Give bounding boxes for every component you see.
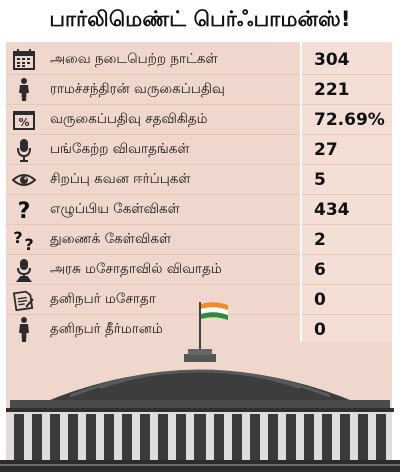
table-row: ? எழுப்பிய கேள்விகள் 434 [6, 195, 392, 225]
calendar-icon [6, 45, 42, 74]
row-value: 2 [314, 229, 326, 250]
table-row: அவை நடைபெற்ற நாட்கள் 304 [6, 45, 392, 75]
value-column [302, 42, 392, 342]
eye-icon [6, 165, 42, 194]
table-row: அரசு மசோதாவில் விவாதம் 6 [6, 255, 392, 285]
column-divider [300, 42, 302, 342]
row-label: எழுப்பிய கேள்விகள் [50, 200, 180, 217]
row-value: 221 [314, 79, 350, 100]
percent-calendar-icon: % [6, 105, 42, 134]
table-row: ராமச்சந்திரன் வருகைப்பதிவு 221 [6, 75, 392, 105]
row-label: தனிநபர் மசோதா [50, 290, 156, 307]
svg-text:?: ? [18, 199, 31, 222]
question-icon: ? [6, 195, 42, 224]
table-row: ? ? துணைக் கேள்விகள் 2 [6, 225, 392, 255]
row-label: அவை நடைபெற்ற நாட்கள் [50, 50, 218, 67]
row-value: 5 [314, 169, 326, 190]
speaker-icon [6, 255, 42, 284]
person-icon [6, 75, 42, 104]
row-label: வருகைப்பதிவு சதவிகிதம் [50, 110, 208, 127]
row-label: ராமச்சந்திரன் வருகைப்பதிவு [50, 80, 225, 97]
row-value: 27 [314, 139, 338, 160]
standing-person-icon [6, 315, 42, 344]
row-label: பங்கேற்ற விவாதங்கள் [50, 140, 190, 157]
row-value: 6 [314, 259, 326, 280]
table-row: % வருகைப்பதிவு சதவிகிதம் 72.69% [6, 105, 392, 135]
row-label: சிறப்பு கவன ஈர்ப்புகள் [50, 170, 191, 187]
row-value: 0 [314, 319, 326, 340]
svg-text:?: ? [24, 235, 33, 252]
row-value: 434 [314, 199, 350, 220]
row-value: 304 [314, 49, 350, 70]
table-row: பங்கேற்ற விவாதங்கள் 27 [6, 135, 392, 165]
svg-text:?: ? [13, 228, 22, 247]
row-label: துணைக் கேள்விகள் [50, 230, 172, 247]
indian-flag-icon [199, 302, 228, 357]
parliament-illustration [0, 302, 400, 472]
double-question-icon: ? ? [6, 225, 42, 254]
svg-text:%: % [18, 116, 29, 129]
document-icon [6, 285, 42, 314]
table-row: சிறப்பு கவன ஈர்ப்புகள் 5 [6, 165, 392, 195]
row-value: 72.69% [314, 109, 385, 130]
table-row: தனிநபர் தீர்மானம் 0 [6, 315, 392, 344]
row-label: அரசு மசோதாவில் விவாதம் [50, 260, 222, 277]
page-title: பார்லிமெண்ட் பெர்ஃபாமன்ஸ்! [49, 6, 351, 31]
microphone-icon [6, 135, 42, 164]
row-label: தனிநபர் தீர்மானம் [50, 320, 163, 337]
row-value: 0 [314, 289, 326, 310]
